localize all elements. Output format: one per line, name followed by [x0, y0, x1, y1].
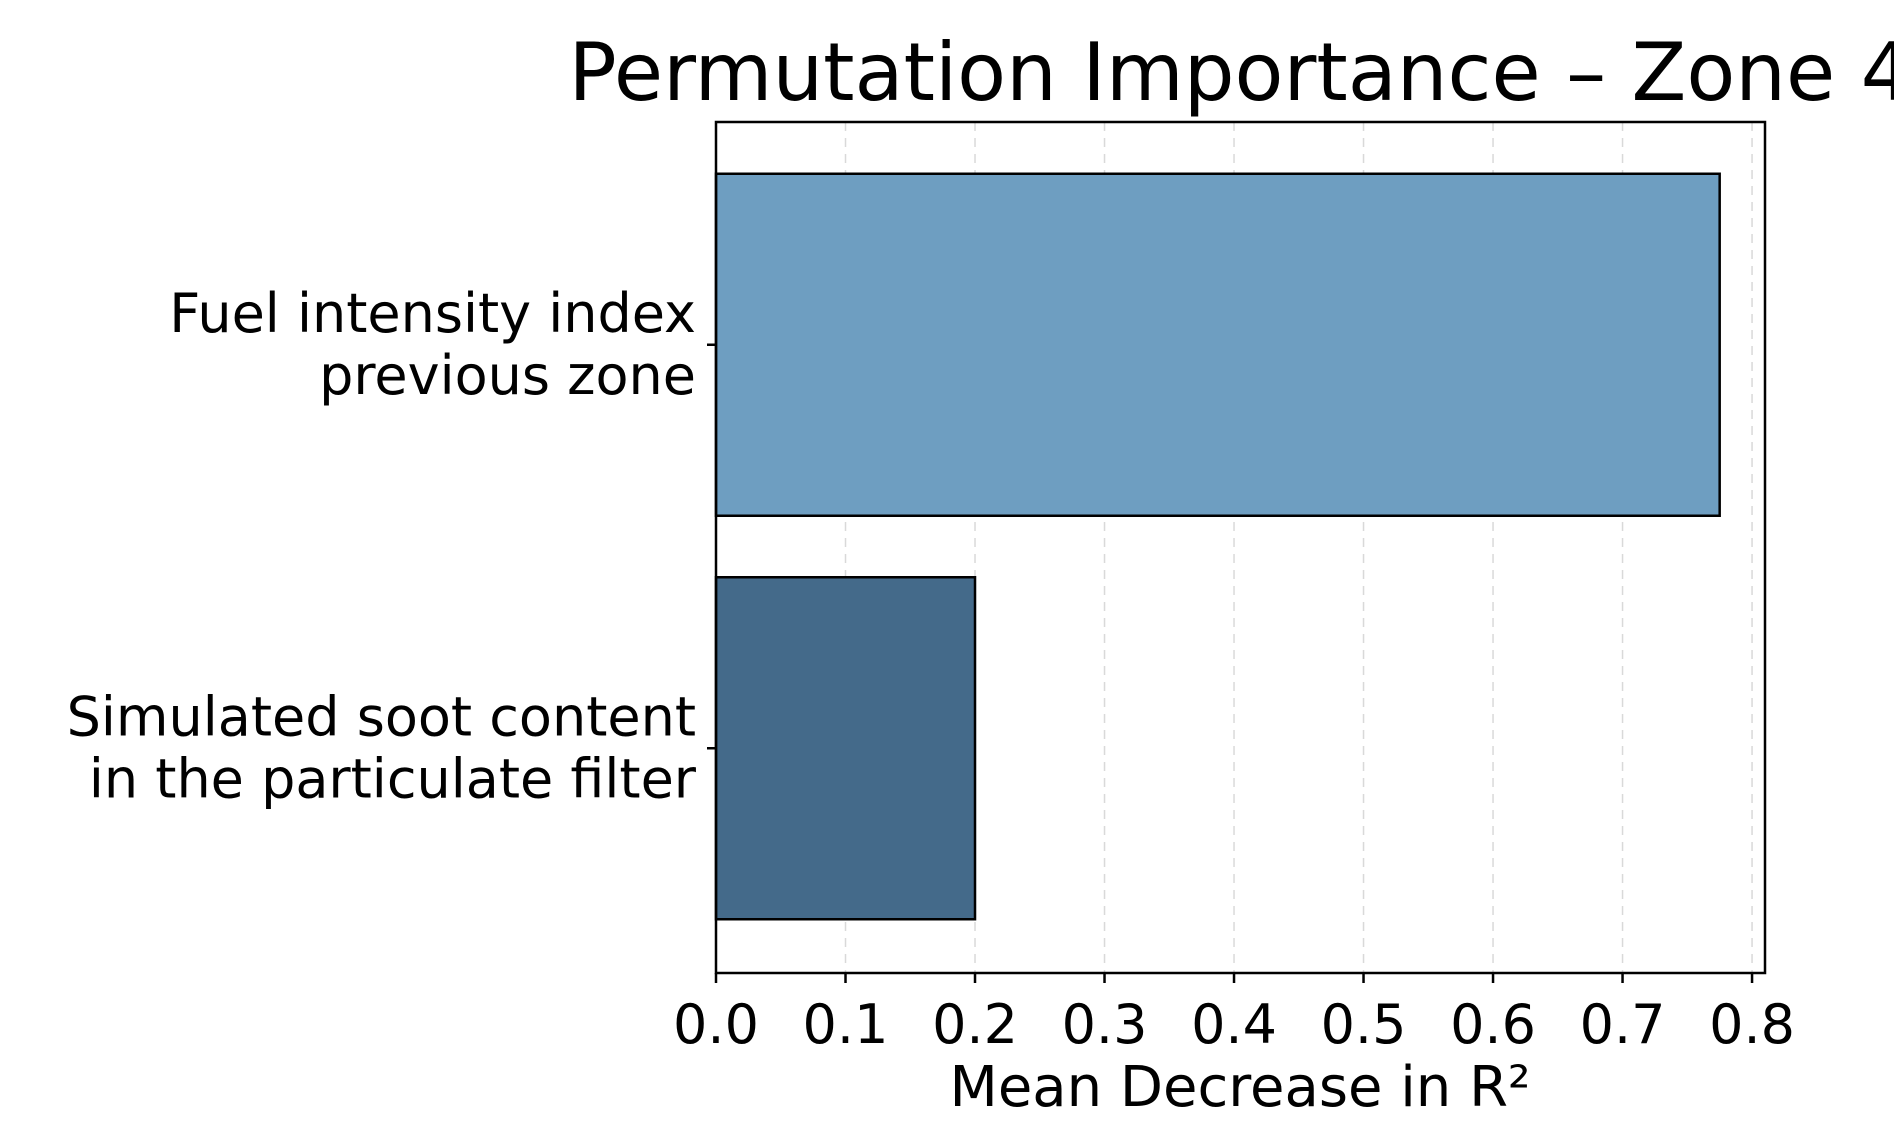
x-axis-label: Mean Decrease in R²	[950, 1055, 1531, 1120]
y-axis-ticks: Fuel intensity index previous zone Simulat…	[67, 282, 716, 810]
x-tick-label-2: 0.2	[932, 993, 1018, 1056]
plot-frame	[714, 120, 1767, 975]
x-tick-label-7: 0.7	[1580, 993, 1666, 1056]
chart-title: Permutation Importance – Zone 4	[568, 26, 1894, 119]
x-tick-label-8: 0.8	[1709, 993, 1795, 1056]
bar-0	[714, 172, 1721, 517]
y-tick-label-1-line-0: Simulated soot content	[67, 685, 696, 748]
y-tick-label-0-line-0: Fuel intensity index	[169, 282, 696, 345]
bars	[714, 172, 1721, 921]
x-tick-label-3: 0.3	[1062, 993, 1148, 1056]
bar-1	[714, 576, 977, 921]
x-tick-label-5: 0.5	[1321, 993, 1407, 1056]
x-tick-label-1: 0.1	[803, 993, 889, 1056]
x-tick-label-6: 0.6	[1450, 993, 1536, 1056]
y-tick-label-0: Fuel intensity index previous zone	[169, 282, 696, 407]
y-tick-label-1-line-1: in the particulate filter	[89, 747, 697, 810]
y-tick-label-0-line-1: previous zone	[319, 344, 696, 407]
x-axis-ticks: 0.0 0.1 0.2 0.3 0.4 0.5 0.6 0.7 0.8	[673, 973, 1795, 1056]
x-tick-label-4: 0.4	[1191, 993, 1277, 1056]
y-tick-label-1: Simulated soot content in the particulate…	[67, 685, 697, 810]
x-tick-label-0: 0.0	[673, 993, 759, 1056]
